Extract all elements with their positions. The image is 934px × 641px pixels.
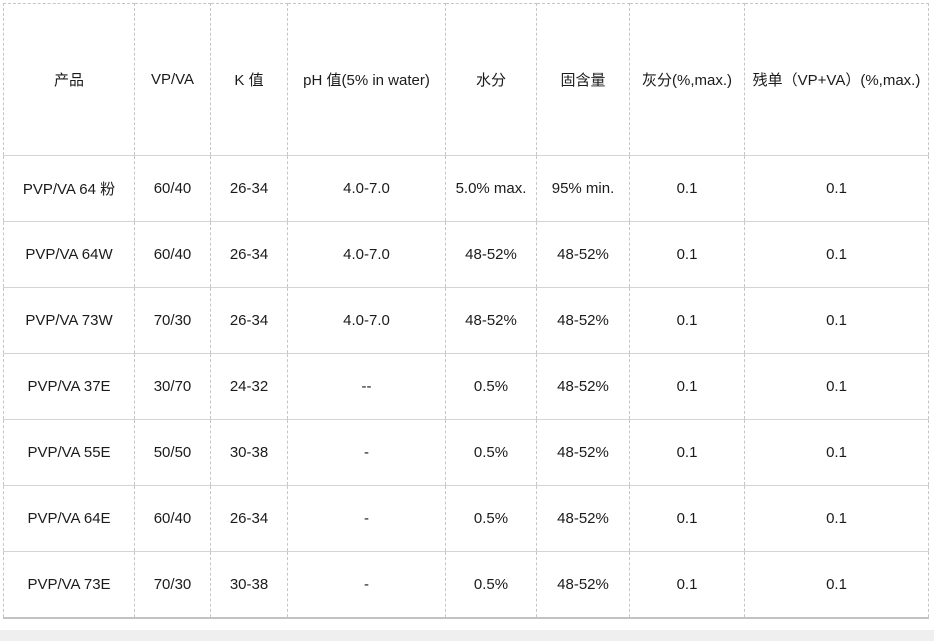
cell-kvalue: 26-34 [210,287,288,354]
cell-ash: 0.1 [629,221,745,288]
cell-kvalue: 30-38 [210,419,288,486]
cell-residual: 0.1 [744,221,929,288]
cell-kvalue: 26-34 [210,155,288,222]
cell-solids: 48-52% [536,485,630,552]
column-header-solids: 固含量 [536,3,630,156]
cell-solids: 95% min. [536,155,630,222]
cell-solids: 48-52% [536,353,630,420]
cell-product: PVP/VA 73E [3,551,135,619]
cell-solids: 48-52% [536,287,630,354]
cell-ash: 0.1 [629,155,745,222]
cell-vpva: 70/30 [134,551,211,619]
column-header-vpva: VP/VA [134,3,211,156]
table-row: PVP/VA 37E 30/70 24-32 -- 0.5% 48-52% 0.1 0.1 [3,353,929,420]
cell-residual: 0.1 [744,287,929,354]
cell-solids: 48-52% [536,419,630,486]
table-row: PVP/VA 64E 60/40 26-34-0.5% 48-52% 0.1 0.1 [3,485,929,552]
column-header-kvalue: K 值 [210,3,288,156]
cell-moisture: 0.5% [445,353,537,420]
cell-moisture: 48-52% [445,287,537,354]
product-spec-table: 产品 VP/VA K 值 pH 值(5% in water) 水分 固含量 灰分(%,max… [3,3,929,619]
table-row: PVP/VA 73E 70/30 30-38-0.5% 48-52% 0.1 0.1 [3,551,929,619]
table-body: PVP/VA 64 粉 60/40 26-34 4.0-7.0 5.0% max. 95%… [3,155,929,619]
cell-moisture: 0.5% [445,419,537,486]
cell-ash: 0.1 [629,485,745,552]
cell-ph: - [287,551,446,619]
cell-vpva: 50/50 [134,419,211,486]
cell-residual: 0.1 [744,155,929,222]
cell-ph: 4.0-7.0 [287,155,446,222]
cell-product: PVP/VA 73W [3,287,135,354]
column-header-ph: pH 值(5% in water) [287,3,446,156]
table-row: PVP/VA 64W 60/40 26-34 4.0-7.0 48-52% 48-52% 0… [3,221,929,288]
cell-kvalue: 30-38 [210,551,288,619]
cell-ph: - [287,419,446,486]
cell-residual: 0.1 [744,353,929,420]
table-row: PVP/VA 55E 50/50 30-38-0.5% 48-52% 0.1 0.1 [3,419,929,486]
cell-product: PVP/VA 64W [3,221,135,288]
bottom-strip [0,630,934,641]
cell-residual: 0.1 [744,419,929,486]
column-header-product: 产品 [3,3,135,156]
cell-kvalue: 24-32 [210,353,288,420]
column-header-residual: 残单（VP+VA）(%,max.) [744,3,929,156]
cell-vpva: 60/40 [134,485,211,552]
cell-product: PVP/VA 37E [3,353,135,420]
cell-vpva: 70/30 [134,287,211,354]
cell-ph: - [287,485,446,552]
cell-kvalue: 26-34 [210,485,288,552]
cell-vpva: 60/40 [134,155,211,222]
cell-product: PVP/VA 55E [3,419,135,486]
cell-moisture: 48-52% [445,221,537,288]
cell-moisture: 0.5% [445,551,537,619]
cell-ash: 0.1 [629,551,745,619]
column-header-moisture: 水分 [445,3,537,156]
cell-ph: 4.0-7.0 [287,287,446,354]
cell-residual: 0.1 [744,551,929,619]
cell-moisture: 0.5% [445,485,537,552]
header-row: 产品 VP/VA K 值 pH 值(5% in water) 水分 固含量 灰分(%,max… [3,3,929,156]
cell-residual: 0.1 [744,485,929,552]
cell-product: PVP/VA 64E [3,485,135,552]
table-row: PVP/VA 64 粉 60/40 26-34 4.0-7.0 5.0% max. 95%… [3,155,929,222]
cell-ash: 0.1 [629,287,745,354]
cell-ph: -- [287,353,446,420]
cell-solids: 48-52% [536,551,630,619]
column-header-ash: 灰分(%,max.) [629,3,745,156]
table-row: PVP/VA 73W 70/30 26-34 4.0-7.0 48-52% 48-52% 0… [3,287,929,354]
cell-ph: 4.0-7.0 [287,221,446,288]
cell-product: PVP/VA 64 粉 [3,155,135,222]
cell-vpva: 60/40 [134,221,211,288]
cell-kvalue: 26-34 [210,221,288,288]
cell-moisture: 5.0% max. [445,155,537,222]
cell-ash: 0.1 [629,353,745,420]
cell-vpva: 30/70 [134,353,211,420]
cell-solids: 48-52% [536,221,630,288]
cell-ash: 0.1 [629,419,745,486]
